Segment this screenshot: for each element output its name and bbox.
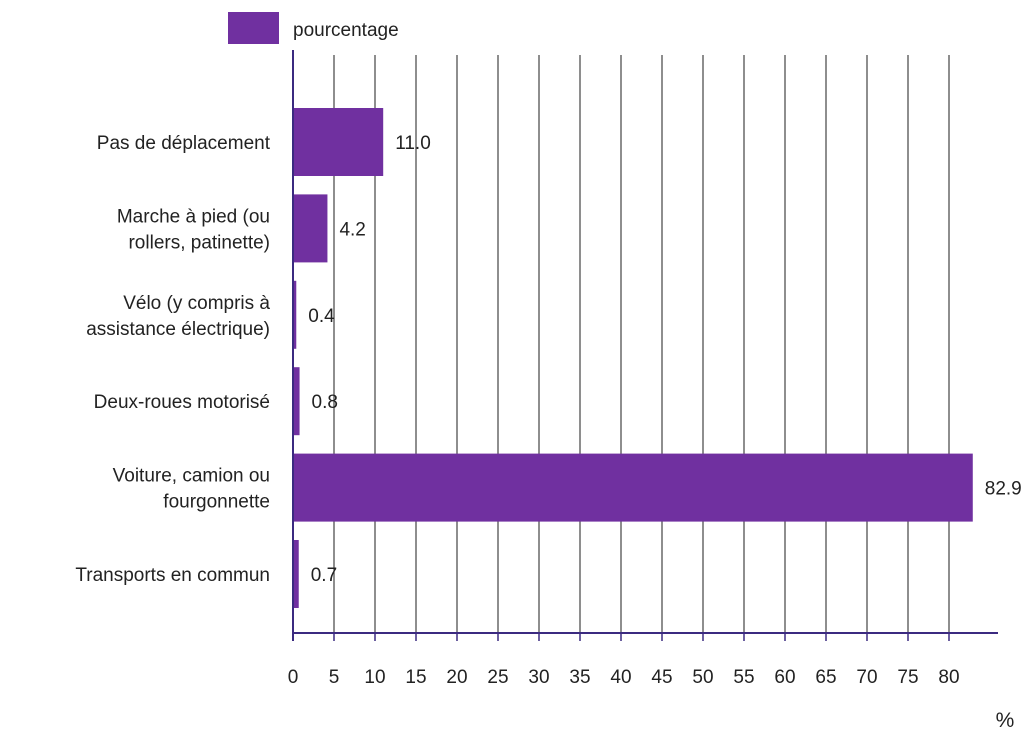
- x-tick-label: 20: [446, 667, 467, 688]
- bar-value-label: 0.7: [311, 565, 337, 586]
- bar: [293, 194, 328, 263]
- x-tick-label: 70: [856, 667, 877, 688]
- category-label: Voiture, camion ou fourgonnette: [113, 466, 270, 513]
- category-label-line: Voiture, camion ou: [113, 466, 270, 487]
- category-label-line: Transports en commun: [75, 565, 270, 586]
- category-label-line: assistance électrique): [86, 319, 270, 340]
- x-tick-label: 15: [405, 667, 426, 688]
- x-tick-label: 60: [774, 667, 795, 688]
- category-label-line: Deux-roues motorisé: [94, 392, 270, 413]
- category-label: Marche à pied (ou rollers, patinette): [117, 206, 270, 253]
- x-axis-unit-label: %: [996, 709, 1015, 731]
- bar: [293, 453, 973, 522]
- labels: 0 5 10 15 20 25 30 35 40 45 50 55 60 65 70 75 80 11.0 Pas …: [75, 133, 1021, 688]
- category-label: Vélo (y compris à assistance électrique): [86, 293, 270, 340]
- x-tick-label: 50: [692, 667, 713, 688]
- bar-value-label: 82.9: [985, 479, 1022, 500]
- bar: [293, 540, 299, 608]
- x-tick-label: 75: [897, 667, 918, 688]
- x-tick-label: 10: [364, 667, 385, 688]
- bar: [293, 108, 384, 176]
- legend-swatch: [228, 12, 279, 44]
- x-tick-label: 65: [815, 667, 836, 688]
- category-label-line: Marche à pied (ou: [117, 206, 270, 227]
- category-label-line: Vélo (y compris à: [123, 293, 270, 314]
- bars: [293, 108, 973, 608]
- bar: [293, 367, 300, 436]
- x-tick-label: 35: [569, 667, 590, 688]
- x-tick-label: 55: [733, 667, 754, 688]
- x-tick-label: 25: [487, 667, 508, 688]
- bar-value-label: 4.2: [339, 219, 365, 240]
- x-tick-label: 0: [288, 667, 299, 688]
- x-tick-label: 30: [528, 667, 549, 688]
- bar-value-label: 11.0: [395, 133, 431, 154]
- bar: [293, 280, 297, 349]
- category-label: Transports en commun: [75, 565, 270, 586]
- category-label: Deux-roues motorisé: [94, 392, 270, 413]
- category-label-line: fourgonnette: [163, 492, 270, 513]
- x-tick-label: 80: [938, 667, 959, 688]
- legend: pourcentage: [228, 12, 399, 44]
- category-label-line: rollers, patinette): [128, 232, 270, 253]
- bar-value-label: 0.4: [308, 306, 335, 327]
- legend-label: pourcentage: [293, 20, 399, 41]
- bar-value-label: 0.8: [312, 392, 338, 413]
- gridlines: [333, 55, 950, 633]
- category-label: Pas de déplacement: [97, 133, 271, 154]
- category-label-line: Pas de déplacement: [97, 133, 271, 154]
- x-tick-label: 40: [610, 667, 631, 688]
- x-tick-label: 45: [651, 667, 672, 688]
- axes: [292, 50, 998, 641]
- x-tick-label: 5: [329, 667, 340, 688]
